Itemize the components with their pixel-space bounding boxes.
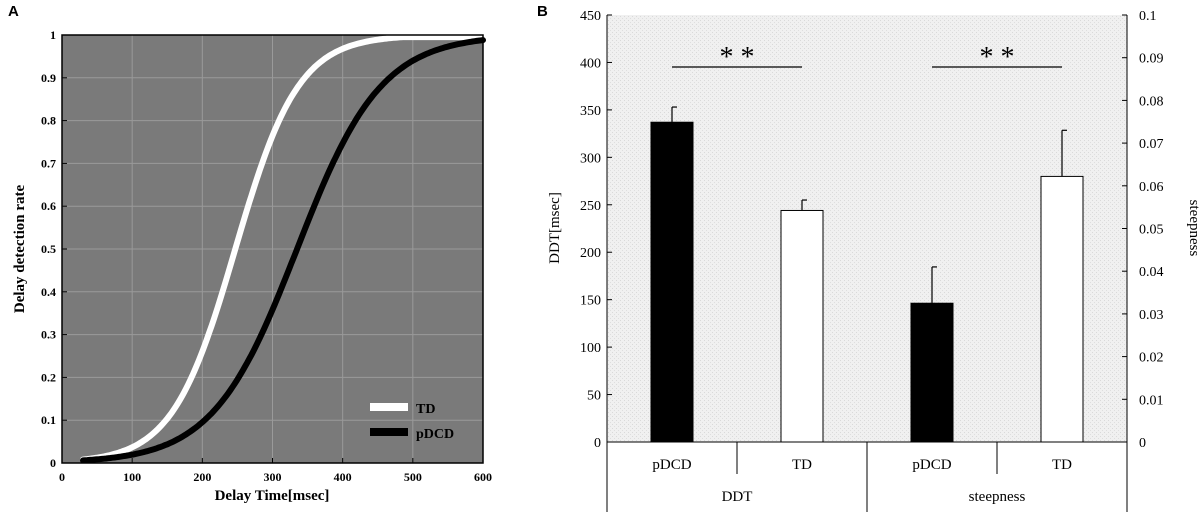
right-y-tick-label: 0.02 [1139, 351, 1164, 366]
category-label: pDCD [652, 457, 691, 473]
left-y-tick-label: 100 [580, 341, 601, 356]
left-y-tick-label: 150 [580, 294, 601, 309]
chart-b-ticks: 0 50 100 150 200 250 300 350 400 450 0 0.01 0.02 0.03… [580, 9, 1164, 451]
y-tick-label: 0.9 [41, 71, 56, 85]
series-pdcd-curve [80, 37, 486, 464]
right-y-tick-label: 0.07 [1139, 137, 1164, 152]
x-tick-label: 300 [264, 470, 282, 484]
left-y-tick-label: 350 [580, 104, 601, 119]
category-label: TD [792, 457, 812, 473]
x-tick-label: 100 [123, 470, 141, 484]
right-y-tick-label: 0.08 [1139, 94, 1164, 109]
chart-b-category-axis [606, 442, 1128, 512]
chart-a-xlabel: Delay Time[msec] [215, 488, 330, 504]
chart-b-significance: * * * * [672, 42, 1062, 73]
right-y-tick-label: 0.04 [1139, 265, 1164, 280]
left-y-tick-label: 50 [587, 389, 601, 404]
chart-a: 0 100 200 300 400 500 600 0 0.1 0.2 0.3 0.4 0.5 0.6 0.… [12, 28, 492, 504]
y-tick-label: 0.1 [41, 413, 56, 427]
panel-a-label: A [8, 3, 19, 20]
chart-a-gridlines [62, 35, 483, 463]
x-tick-label: 400 [334, 470, 352, 484]
x-tick-label: 600 [474, 470, 492, 484]
left-y-tick-label: 300 [580, 151, 601, 166]
chart-b: 0 50 100 150 200 250 300 350 400 450 0 0.01 0.02 0.03… [547, 9, 1199, 512]
y-tick-label: 0 [50, 456, 56, 470]
group-label: DDT [722, 489, 753, 505]
bar-steepness-pdcd [910, 302, 954, 443]
chart-a-legend: TD pDCD [370, 402, 454, 442]
x-tick-label: 500 [404, 470, 422, 484]
chart-b-bars: pDCD TD pDCD TD DDT steepness [650, 106, 1084, 505]
y-tick-label: 0.2 [41, 370, 56, 384]
chart-b-plot-area [607, 15, 1127, 442]
chart-a-ylabel: Delay detection rate [12, 185, 28, 314]
bar-steepness-td [1040, 175, 1084, 443]
category-label: pDCD [912, 457, 951, 473]
bar-ddt-pdcd [650, 121, 694, 443]
left-y-tick-label: 0 [594, 436, 601, 451]
chart-b-y2label: steepness [1186, 200, 1199, 257]
y-tick-label: 0.5 [41, 242, 56, 256]
left-y-tick-label: 200 [580, 246, 601, 261]
y-tick-label: 0.8 [41, 114, 56, 128]
right-y-tick-label: 0.09 [1139, 52, 1164, 67]
y-tick-label: 0.6 [41, 199, 56, 213]
right-y-tick-label: 0.1 [1139, 9, 1157, 24]
y-tick-label: 0.7 [41, 156, 56, 170]
legend-pdcd-label: pDCD [416, 427, 454, 442]
chart-a-curves [80, 34, 486, 464]
series-td-curve [80, 34, 486, 463]
y-tick-label: 0.3 [41, 328, 56, 342]
y-tick-label: 1 [50, 28, 56, 42]
left-y-tick-label: 400 [580, 56, 601, 71]
group-label: steepness [969, 489, 1026, 505]
chart-a-ticks: 0 100 200 300 400 500 600 0 0.1 0.2 0.3 0.4 0.5 0.6 0.… [41, 28, 492, 484]
right-y-tick-label: 0.03 [1139, 308, 1164, 323]
bar-ddt-td [780, 209, 824, 443]
x-tick-label: 0 [59, 470, 65, 484]
panel-b-label: B [537, 3, 548, 20]
right-y-tick-label: 0 [1139, 436, 1146, 451]
significance-stars: * * [980, 42, 1015, 73]
x-tick-label: 200 [193, 470, 211, 484]
category-label: TD [1052, 457, 1072, 473]
left-y-tick-label: 250 [580, 199, 601, 214]
right-y-tick-label: 0.01 [1139, 393, 1164, 408]
right-y-tick-label: 0.05 [1139, 223, 1164, 238]
significance-stars: * * [720, 42, 755, 73]
chart-b-ylabel: DDT[msec] [547, 192, 563, 264]
legend-td-label: TD [416, 402, 435, 417]
right-y-tick-label: 0.06 [1139, 180, 1164, 195]
y-tick-label: 0.4 [41, 285, 56, 299]
left-y-tick-label: 450 [580, 9, 601, 24]
